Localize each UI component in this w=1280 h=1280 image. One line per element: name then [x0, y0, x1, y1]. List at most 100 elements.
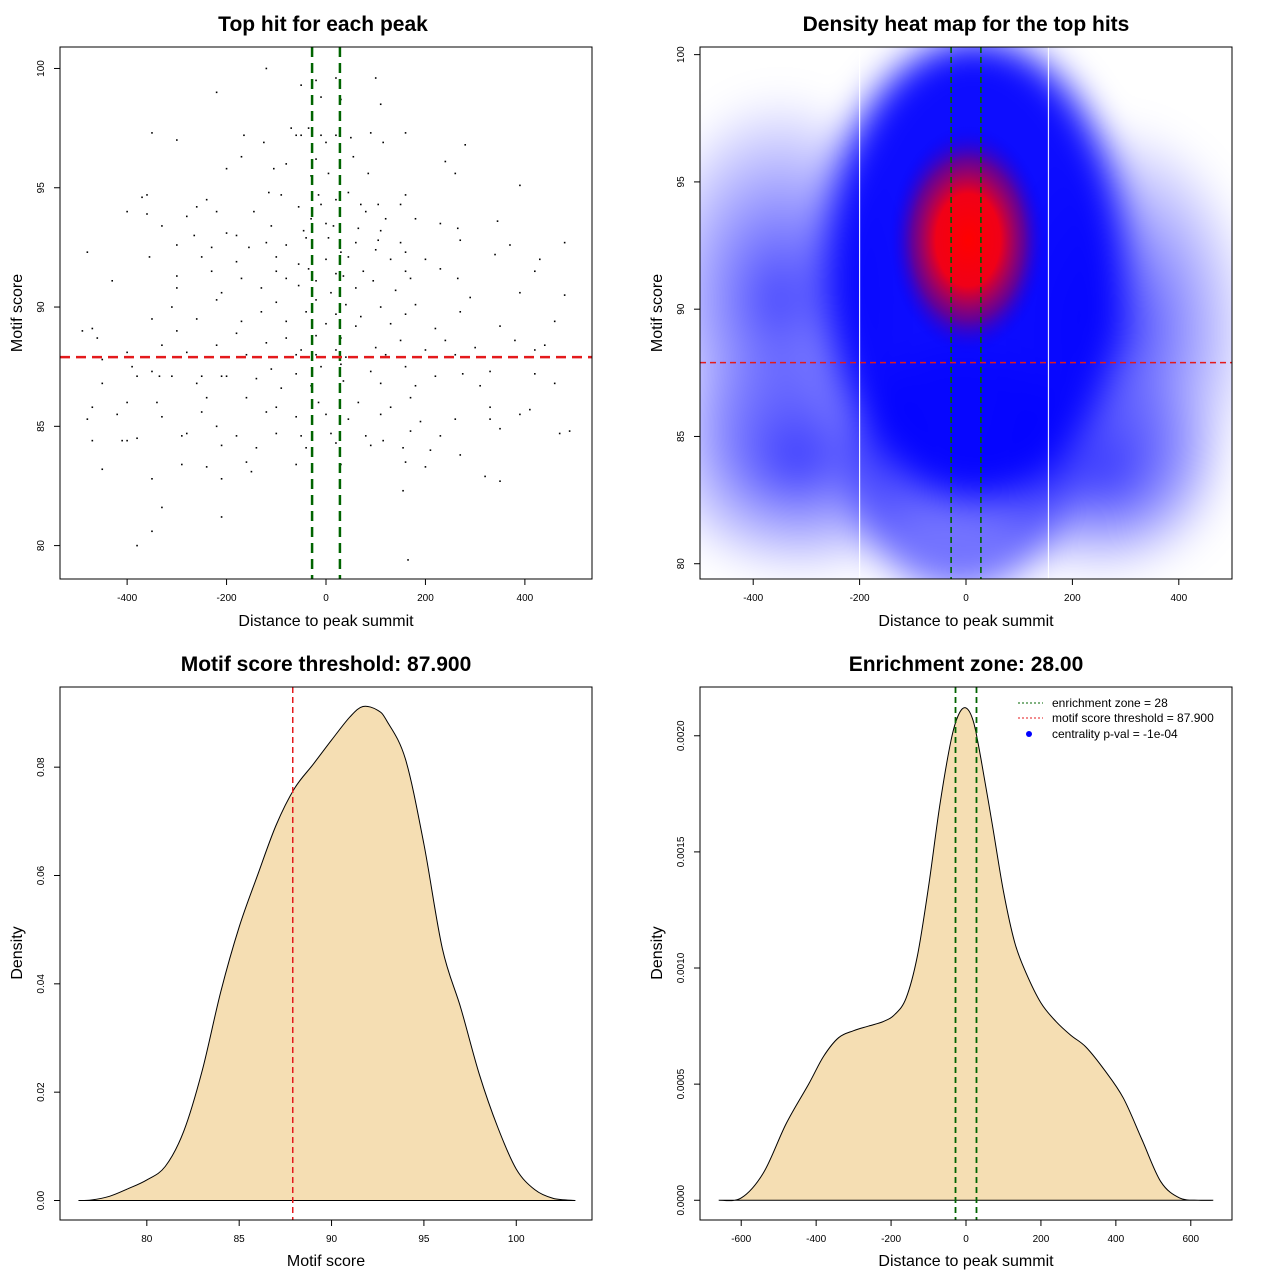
scatter-point	[489, 418, 491, 420]
scatter-point	[534, 373, 536, 375]
scatter-point	[474, 346, 476, 349]
heatmap-x-axis: -400 -200 0 200 400	[743, 579, 1188, 604]
scatter-point	[317, 194, 320, 196]
scatter-point	[399, 241, 402, 244]
scatter-point	[369, 132, 372, 134]
scatter-point	[459, 454, 462, 456]
scatter-point	[315, 353, 317, 356]
x-tick-label: -400	[806, 1234, 826, 1245]
scatter-point	[161, 506, 163, 509]
scatter-point	[499, 480, 501, 482]
scatter-point	[374, 248, 377, 251]
scatter-point	[384, 217, 387, 220]
x-tick-label: 0	[323, 593, 329, 604]
scatter-point	[225, 167, 228, 170]
scatter-point	[210, 270, 213, 273]
scatter-points	[81, 67, 571, 561]
scatter-point	[429, 449, 432, 451]
scatter-point	[514, 339, 516, 342]
heatmap-density-core	[888, 125, 1048, 355]
scatter-point	[270, 225, 273, 227]
y-tick-label: 0.00	[36, 1190, 47, 1210]
scatter-point	[342, 380, 345, 382]
scatter-point	[459, 239, 462, 242]
scatter-point	[136, 544, 138, 547]
scatter-point	[315, 158, 317, 160]
scatter-point	[305, 446, 307, 449]
scatter-point	[340, 363, 342, 366]
scatter-point	[325, 258, 327, 261]
scatter-point	[404, 313, 407, 315]
scatter-point	[265, 67, 268, 70]
scatter-point	[409, 396, 412, 399]
scatter-point	[200, 375, 203, 378]
x-tick-label: 200	[1064, 593, 1081, 604]
scatter-point	[290, 127, 292, 129]
scatter-point	[300, 435, 302, 437]
scatter-point	[379, 229, 382, 232]
scatter-point	[86, 251, 89, 253]
scatter-point	[320, 365, 322, 368]
scatter-point	[225, 375, 228, 378]
y-tick-label: 90	[36, 301, 47, 313]
scatter-point	[126, 401, 128, 404]
scatter-point	[325, 141, 327, 144]
scatter-point	[369, 370, 372, 373]
scatter-point	[245, 461, 248, 463]
scatter-point	[320, 134, 322, 137]
scatter-point	[263, 141, 265, 144]
scatter-point	[434, 327, 437, 330]
scatter-point	[171, 306, 173, 308]
heatmap-panel: Density heat map for the top hits Distan…	[649, 13, 1233, 630]
scatter-point	[295, 373, 297, 375]
scatter-point	[439, 268, 442, 270]
scatter-point	[409, 430, 412, 432]
scatter-point	[171, 375, 173, 378]
scatter-point	[374, 77, 377, 79]
scatter-point	[235, 260, 238, 263]
heatmap-reference-lines	[700, 47, 1232, 579]
scatter-point	[220, 444, 223, 447]
scatter-point	[275, 432, 278, 435]
scatter-point	[325, 322, 327, 325]
scatter-point	[360, 315, 362, 318]
scatter-point	[235, 234, 238, 237]
distance-density-xlabel: Distance to peak summit	[878, 1253, 1054, 1270]
scatter-point	[176, 330, 178, 332]
scatter-point	[245, 353, 248, 356]
score-density-ylabel: Density	[9, 926, 26, 979]
scatter-point	[96, 337, 99, 339]
y-tick-label: 100	[676, 46, 687, 63]
scatter-point	[335, 272, 337, 275]
scatter-reference-lines	[60, 47, 592, 579]
scatter-point	[297, 284, 300, 287]
scatter-point	[456, 227, 459, 230]
distance-density-panel: Enrichment zone: 28.00 Distance to peak …	[649, 653, 1233, 1270]
y-tick-label: 0.0000	[676, 1185, 687, 1216]
scatter-point	[364, 210, 367, 213]
scatter-point	[200, 411, 203, 413]
scatter-point	[320, 203, 322, 206]
scatter-point	[131, 365, 133, 368]
scatter-point	[317, 401, 320, 404]
scatter-point	[424, 349, 427, 351]
score-density-plot-frame	[59, 686, 593, 1221]
x-tick-label: 95	[418, 1234, 430, 1245]
scatter-point	[379, 413, 382, 416]
scatter-point	[141, 196, 143, 199]
scatter-point	[220, 291, 223, 294]
scatter-point	[496, 220, 499, 222]
scatter-x-axis: -400 -200 0 200 400	[117, 579, 534, 604]
scatter-point	[185, 215, 188, 218]
scatter-point	[275, 256, 278, 258]
scatter-point	[414, 217, 417, 220]
scatter-point	[335, 198, 337, 201]
scatter-point	[439, 222, 442, 225]
scatter-point	[210, 246, 213, 249]
scatter-point	[185, 432, 188, 435]
scatter-point	[402, 489, 404, 492]
scatter-point	[479, 384, 481, 387]
heatmap-density-bottom	[850, 350, 1070, 579]
distance-density-curve	[718, 707, 1214, 1202]
scatter-point	[372, 279, 375, 282]
